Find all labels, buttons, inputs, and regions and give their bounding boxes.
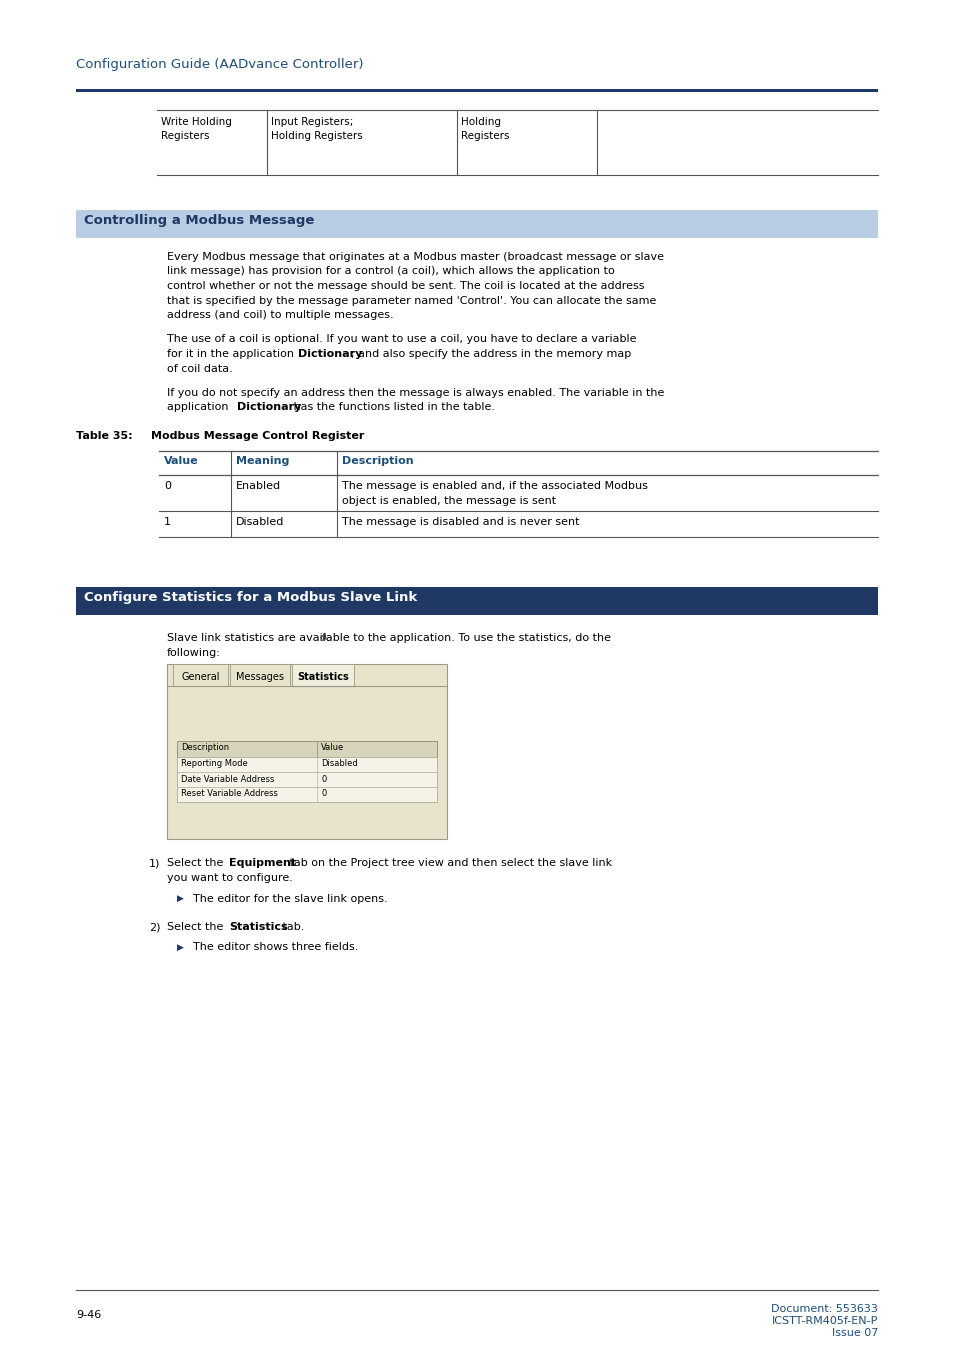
Text: Messages: Messages (235, 672, 284, 681)
Text: of coil data.: of coil data. (167, 363, 233, 374)
Text: tab.: tab. (278, 921, 304, 932)
Bar (177, 772, 436, 786)
Text: 0: 0 (321, 774, 326, 784)
Bar (230, 664, 290, 685)
Text: control whether or not the message should be sent. The coil is located at the ad: control whether or not the message shoul… (167, 281, 644, 291)
Text: General: General (181, 672, 219, 681)
Text: If you do not specify an address then the message is always enabled. The variabl: If you do not specify an address then th… (167, 389, 663, 398)
Text: following:: following: (167, 648, 221, 657)
Text: The use of a coil is optional. If you want to use a coil, you have to declare a : The use of a coil is optional. If you wa… (167, 335, 636, 344)
Bar (76, 89, 877, 92)
Text: ▶: ▶ (177, 943, 184, 951)
Text: Select the: Select the (167, 858, 227, 869)
Text: Select the: Select the (167, 921, 227, 932)
Text: ; and also specify the address in the memory map: ; and also specify the address in the me… (351, 349, 631, 359)
Bar (177, 741, 436, 801)
Bar (177, 741, 436, 757)
Text: Disabled: Disabled (321, 759, 357, 769)
Text: 0: 0 (164, 482, 171, 491)
Text: Statistics: Statistics (229, 921, 287, 932)
Bar (172, 664, 228, 685)
Text: Value: Value (164, 456, 198, 465)
Text: for it in the application: for it in the application (167, 349, 297, 359)
Text: Configuration Guide (AADvance Controller): Configuration Guide (AADvance Controller… (76, 58, 363, 71)
Text: Configure Statistics for a Modbus Slave Link: Configure Statistics for a Modbus Slave … (84, 591, 416, 604)
Text: has the functions listed in the table.: has the functions listed in the table. (290, 402, 495, 413)
Text: Enabled: Enabled (235, 482, 281, 491)
Text: 2): 2) (149, 921, 160, 932)
Bar (292, 664, 354, 685)
Text: Description: Description (181, 743, 229, 753)
Text: 1): 1) (149, 858, 160, 869)
Text: Dictionary: Dictionary (236, 402, 301, 413)
Text: address (and coil) to multiple messages.: address (and coil) to multiple messages. (167, 310, 394, 320)
Text: Every Modbus message that originates at a Modbus master (broadcast message or sl: Every Modbus message that originates at … (167, 252, 663, 262)
Bar (76, 587, 877, 615)
Text: Disabled: Disabled (235, 517, 284, 527)
Bar (167, 664, 447, 839)
Text: The editor shows three fields.: The editor shows three fields. (193, 943, 358, 952)
Text: you want to configure.: you want to configure. (167, 873, 293, 884)
Text: Reset Variable Address: Reset Variable Address (181, 789, 277, 799)
Text: ▶: ▶ (177, 893, 184, 902)
Text: Equipment: Equipment (229, 858, 295, 869)
Text: Meaning: Meaning (235, 456, 289, 465)
Text: that is specified by the message parameter named 'Control'. You can allocate the: that is specified by the message paramet… (167, 295, 656, 305)
Text: Reporting Mode: Reporting Mode (181, 759, 248, 769)
Text: link message) has provision for a control (a coil), which allows the application: link message) has provision for a contro… (167, 267, 614, 277)
Text: Statistics: Statistics (296, 672, 349, 681)
Text: tab on the Project tree view and then select the slave link: tab on the Project tree view and then se… (286, 858, 612, 869)
Text: ICSTT-RM405f-EN-P: ICSTT-RM405f-EN-P (771, 1317, 877, 1326)
Text: 9-46: 9-46 (76, 1310, 101, 1321)
Text: 1: 1 (164, 517, 171, 527)
Bar (177, 757, 436, 772)
Text: Holding
Registers: Holding Registers (460, 117, 509, 142)
Text: Controlling a Modbus Message: Controlling a Modbus Message (84, 214, 314, 227)
Text: Dictionary: Dictionary (297, 349, 362, 359)
Text: object is enabled, the message is sent: object is enabled, the message is sent (341, 495, 556, 506)
Bar (177, 786, 436, 801)
Text: Input Registers;
Holding Registers: Input Registers; Holding Registers (271, 117, 362, 142)
Text: The message is disabled and is never sent: The message is disabled and is never sen… (341, 517, 578, 527)
Text: The message is enabled and, if the associated Modbus: The message is enabled and, if the assoc… (341, 482, 647, 491)
Bar (76, 210, 877, 237)
Text: Value: Value (321, 743, 344, 753)
Text: Document: 553633: Document: 553633 (770, 1304, 877, 1314)
Text: Issue 07: Issue 07 (831, 1327, 877, 1338)
Text: Write Holding
Registers: Write Holding Registers (161, 117, 232, 142)
Text: The editor for the slave link opens.: The editor for the slave link opens. (193, 893, 387, 904)
Text: 0: 0 (321, 789, 326, 799)
Text: Date Variable Address: Date Variable Address (181, 774, 274, 784)
Text: Description: Description (341, 456, 414, 465)
Text: Modbus Message Control Register: Modbus Message Control Register (151, 430, 364, 441)
Text: Table 35:: Table 35: (76, 430, 132, 441)
Text: application: application (167, 402, 232, 413)
Text: Slave link statistics are available to the application. To use the statistics, d: Slave link statistics are available to t… (167, 633, 610, 643)
